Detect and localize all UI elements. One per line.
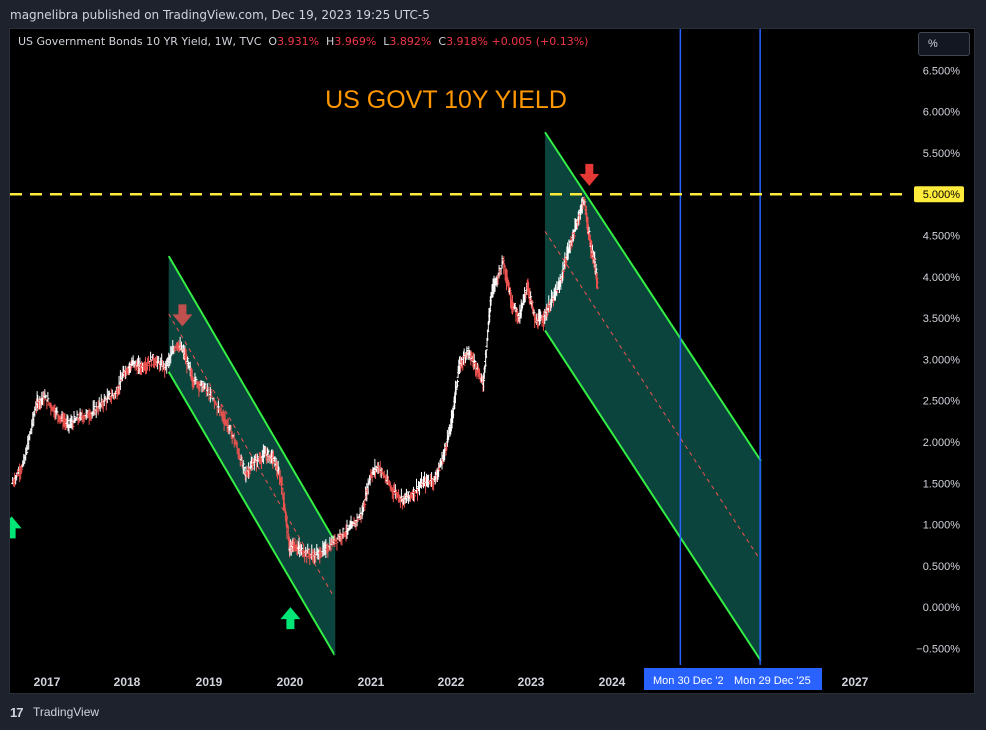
footer: 17 TradingView bbox=[0, 694, 986, 730]
x-tick-label: 2027 bbox=[842, 675, 869, 689]
chart-frame[interactable]: 6.500% 6.000% 5.500% 4.500% 4.000% 3.500% 3.00… bbox=[9, 28, 975, 694]
x-tick-label: 2019 bbox=[196, 675, 223, 689]
x-tick-label: 2020 bbox=[277, 675, 304, 689]
publish-bar: magnelibra published on TradingView.com,… bbox=[0, 0, 986, 28]
channel-median-line-2 bbox=[544, 231, 762, 562]
legend-high-value: 3.969% bbox=[334, 35, 377, 48]
channel-lower-line-1 bbox=[167, 371, 336, 656]
legend-open-label: O bbox=[268, 35, 278, 48]
date-range-tag bbox=[644, 668, 822, 690]
level-price-tag bbox=[914, 186, 964, 203]
legend-open-value: 3.931% bbox=[277, 35, 320, 48]
price-series-layer bbox=[11, 196, 599, 566]
y-tick-label: 5.500% bbox=[923, 148, 961, 160]
x-tick-label: 2022 bbox=[438, 675, 465, 689]
y-tick-label: 2.000% bbox=[923, 437, 961, 449]
tradingview-logo-icon: 17 bbox=[10, 705, 24, 720]
x-tick-label: 2017 bbox=[34, 675, 61, 689]
y-tick-label: 4.500% bbox=[923, 230, 961, 242]
arrows-layer bbox=[10, 163, 600, 630]
vertical-line-label-2: Mon 29 Dec '25 bbox=[734, 675, 811, 687]
tradingview-brand: TradingView bbox=[33, 705, 100, 719]
percent-scale-button[interactable]: % bbox=[918, 32, 970, 56]
vertical-line-label-1: Mon 30 Dec '2 bbox=[653, 675, 724, 687]
arrow-down-icon bbox=[172, 304, 193, 327]
y-tick-label: 6.000% bbox=[923, 107, 961, 119]
channels-layer bbox=[167, 131, 762, 662]
y-axis: 6.500% 6.000% 5.500% 4.500% 4.000% 3.500% 3.00… bbox=[914, 65, 964, 655]
channel-fill-1 bbox=[168, 256, 335, 656]
legend-change: +0.005 (+0.13%) bbox=[491, 35, 589, 48]
legend-high-label: H bbox=[326, 35, 335, 48]
x-tick-label: 2024 bbox=[599, 675, 626, 689]
legend-low-value: 3.892% bbox=[389, 35, 432, 48]
y-tick-label: 1.500% bbox=[923, 478, 961, 490]
channel-upper-line-1 bbox=[167, 255, 336, 542]
y-tick-label: 0.000% bbox=[923, 602, 961, 614]
y-tick-label: 2.500% bbox=[923, 396, 961, 408]
x-tick-label: 2021 bbox=[358, 675, 385, 689]
price-chart[interactable]: 6.500% 6.000% 5.500% 4.500% 4.000% 3.500% 3.00… bbox=[10, 29, 974, 693]
arrow-up-icon bbox=[10, 516, 22, 539]
legend-close-label: C bbox=[438, 35, 447, 48]
y-tick-label: 6.500% bbox=[923, 65, 961, 77]
channel-upper-line-2 bbox=[544, 131, 762, 462]
x-tick-label: 2023 bbox=[518, 675, 545, 689]
x-axis: 2017 2018 2019 2020 2021 2022 2023 2024 2027 Mon … bbox=[34, 668, 869, 690]
y-tick-label: 0.500% bbox=[923, 561, 961, 573]
y-tick-label: 3.000% bbox=[923, 354, 961, 366]
arrow-down-icon bbox=[579, 163, 600, 186]
y-tick-label: 1.000% bbox=[923, 520, 961, 532]
vertical-lines-layer bbox=[679, 29, 761, 665]
publish-info: magnelibra published on TradingView.com,… bbox=[10, 8, 430, 22]
legend-close-value: 3.918% bbox=[446, 35, 489, 48]
legend-symbol: US Government Bonds 10 YR Yield, 1W, TVC bbox=[18, 35, 262, 48]
chart-title: US GOVT 10Y YIELD bbox=[325, 86, 567, 114]
y-tick-label: −0.500% bbox=[916, 643, 960, 655]
legend-low-label: L bbox=[383, 35, 390, 48]
channel-fill-2 bbox=[545, 132, 761, 661]
y-tick-label: 4.000% bbox=[923, 272, 961, 284]
level-price-label: 5.000% bbox=[923, 189, 961, 201]
y-tick-label: 3.500% bbox=[923, 313, 961, 325]
channel-lower-line-2 bbox=[544, 329, 762, 662]
arrow-up-icon bbox=[280, 607, 301, 630]
symbol-legend: US Government Bonds 10 YR Yield, 1W, TVC… bbox=[18, 35, 588, 48]
x-tick-label: 2018 bbox=[114, 675, 141, 689]
